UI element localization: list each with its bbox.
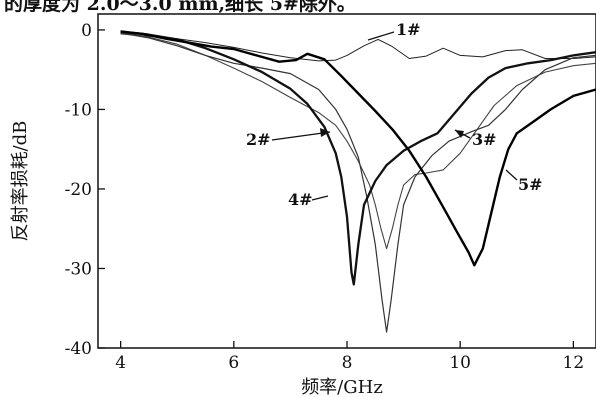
x-tick-label: 8 — [342, 353, 353, 373]
series-line-2 — [120, 31, 596, 250]
series-line-1 — [120, 33, 596, 62]
x-tick-label: 6 — [228, 353, 239, 373]
callout-arrow-1 — [367, 31, 395, 41]
callout-arrow-2 — [271, 131, 331, 141]
y-tick-label: -10 — [65, 100, 92, 120]
y-tick-label: -30 — [65, 259, 92, 279]
x-axis-title: 频率/GHz — [301, 377, 383, 397]
x-tick-label: 4 — [115, 353, 126, 373]
y-tick-label: -20 — [65, 180, 92, 200]
y-axis-title: 反射率损耗/dB — [10, 121, 31, 242]
y-tick-label: 0 — [81, 21, 92, 41]
x-axis: 4 6 8 10 12 — [115, 341, 584, 373]
callout-arrowhead-2 — [320, 128, 330, 137]
y-axis: 0 -10 -20 -30 -40 — [65, 21, 105, 359]
caption-fragment: 的厚度为 2.0～3.0 mm,细长 5#除外。 — [4, 0, 356, 15]
series-line-4 — [120, 30, 596, 286]
x-tick-label: 10 — [449, 353, 471, 373]
series-label-5: 5# — [518, 175, 543, 194]
series-label-4: 4# — [288, 190, 313, 209]
series-line-5 — [120, 30, 596, 267]
series-label-3: 3# — [472, 130, 497, 149]
x-tick-label: 12 — [563, 353, 585, 373]
callout-arrow-4 — [311, 195, 329, 201]
series-lines — [120, 30, 596, 333]
series-label-2: 2# — [246, 130, 271, 149]
series-label-1: 1# — [396, 20, 421, 39]
callout-arrow-5 — [505, 169, 518, 181]
y-tick-label: -40 — [65, 339, 92, 359]
series-callouts: 1# 2# 3# 4# 5# — [246, 20, 543, 209]
callout-arrowhead-3 — [455, 130, 464, 138]
